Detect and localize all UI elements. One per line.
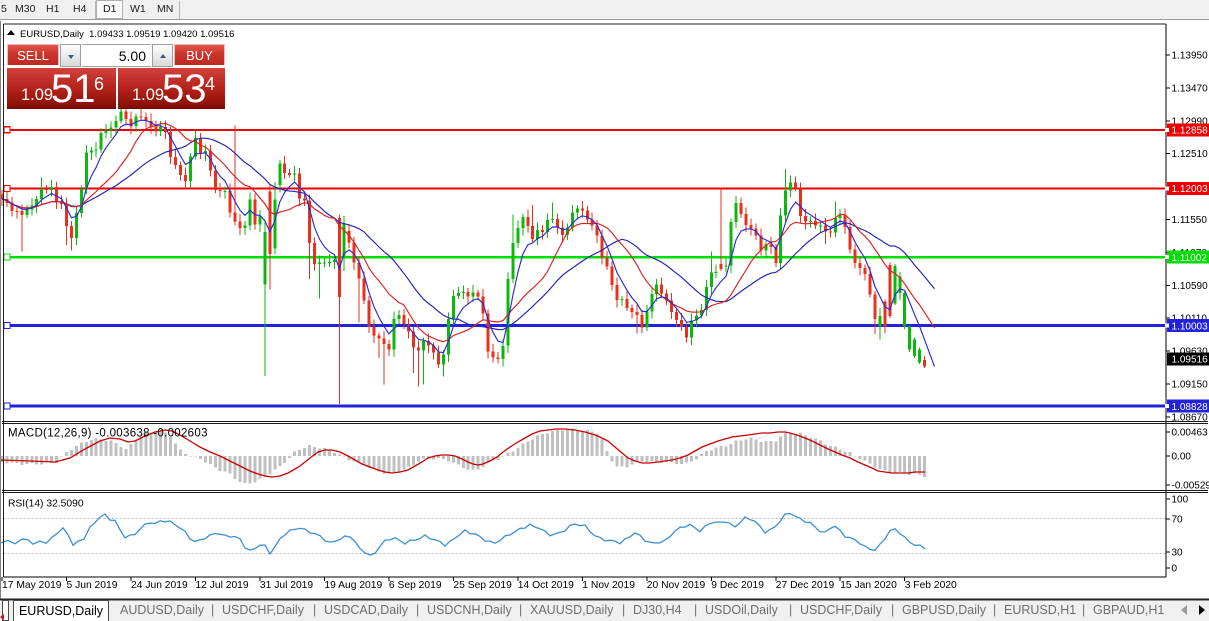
svg-text:6 Sep 2019: 6 Sep 2019 xyxy=(389,580,442,591)
svg-text:1.08828: 1.08828 xyxy=(1172,402,1209,413)
svg-text:20 Nov 2019: 20 Nov 2019 xyxy=(647,580,706,591)
svg-text:1.12858: 1.12858 xyxy=(1172,126,1209,137)
svg-text:1.08670: 1.08670 xyxy=(1172,412,1209,423)
svg-text:25 Sep 2019: 25 Sep 2019 xyxy=(453,580,512,591)
svg-text:5 Jun 2019: 5 Jun 2019 xyxy=(67,580,118,591)
svg-text:1.13470: 1.13470 xyxy=(1172,83,1209,94)
svg-text:14 Oct 2019: 14 Oct 2019 xyxy=(518,580,574,591)
svg-text:100: 100 xyxy=(1172,495,1189,506)
svg-text:27 Dec 2019: 27 Dec 2019 xyxy=(776,580,835,591)
svg-text:1.09150: 1.09150 xyxy=(1172,380,1209,391)
svg-text:12 Jul 2019: 12 Jul 2019 xyxy=(195,580,249,591)
svg-text:0.00463: 0.00463 xyxy=(1172,428,1209,439)
svg-text:24 Jun 2019: 24 Jun 2019 xyxy=(131,580,188,591)
svg-text:1.12510: 1.12510 xyxy=(1172,149,1209,160)
svg-text:1.10003: 1.10003 xyxy=(1172,321,1209,332)
svg-text:RSI(14) 32.5090: RSI(14) 32.5090 xyxy=(8,499,84,510)
svg-text:1.11002: 1.11002 xyxy=(1172,253,1208,264)
svg-text:1.09630: 1.09630 xyxy=(1172,347,1209,358)
svg-text:1.13950: 1.13950 xyxy=(1172,51,1209,62)
svg-text:0: 0 xyxy=(1172,564,1178,575)
svg-text:3 Feb 2020: 3 Feb 2020 xyxy=(905,580,957,591)
svg-text:0.00: 0.00 xyxy=(1172,452,1192,463)
svg-text:70: 70 xyxy=(1172,515,1184,526)
svg-text:1.09516: 1.09516 xyxy=(1172,355,1209,366)
svg-text:9 Dec 2019: 9 Dec 2019 xyxy=(711,580,764,591)
svg-text:31 Jul 2019: 31 Jul 2019 xyxy=(260,580,314,591)
svg-text:1 Nov 2019: 1 Nov 2019 xyxy=(582,580,635,591)
svg-text:30: 30 xyxy=(1172,548,1184,559)
svg-text:1.12003: 1.12003 xyxy=(1172,184,1209,195)
svg-text:19 Aug 2019: 19 Aug 2019 xyxy=(324,580,382,591)
svg-text:1.10590: 1.10590 xyxy=(1172,281,1209,292)
svg-text:15 Jan 2020: 15 Jan 2020 xyxy=(840,580,897,591)
svg-text:1.12990: 1.12990 xyxy=(1172,116,1209,127)
svg-text:MACD(12,26,9) -0.003638 -0.002: MACD(12,26,9) -0.003638 -0.002603 xyxy=(8,428,208,440)
svg-text:17 May 2019: 17 May 2019 xyxy=(2,580,62,591)
svg-text:1.11550: 1.11550 xyxy=(1172,215,1208,226)
svg-text:-0.005299: -0.005299 xyxy=(1172,481,1209,492)
